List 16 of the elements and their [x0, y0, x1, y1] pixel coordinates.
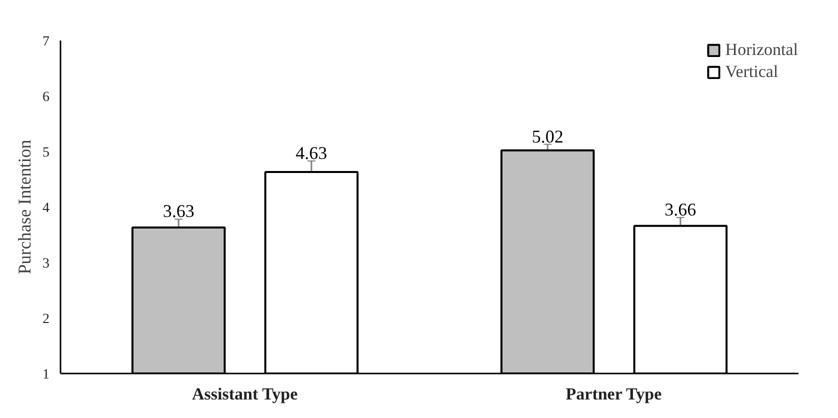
x-tick-label: Partner Type — [566, 384, 662, 404]
legend-label: Horizontal — [725, 40, 798, 60]
legend-label: Vertical — [725, 62, 778, 82]
x-tick-label: Assistant Type — [192, 384, 298, 404]
data-label: 3.63 — [162, 201, 194, 222]
y-tick-label: 2 — [42, 312, 50, 327]
y-tick-label: 6 — [42, 90, 50, 105]
data-label: 5.02 — [532, 126, 564, 146]
data-label: 4.63 — [296, 142, 328, 163]
y-axis-title: Purchase Intention — [14, 140, 34, 274]
y-tick-label: 5 — [42, 146, 50, 160]
y-tick-label: 7 — [42, 34, 50, 50]
y-tick-label: 1 — [42, 368, 50, 382]
data-label: 3.66 — [664, 200, 696, 220]
y-tick-label: 3 — [42, 256, 50, 272]
y-tick-label: 4 — [42, 201, 50, 216]
